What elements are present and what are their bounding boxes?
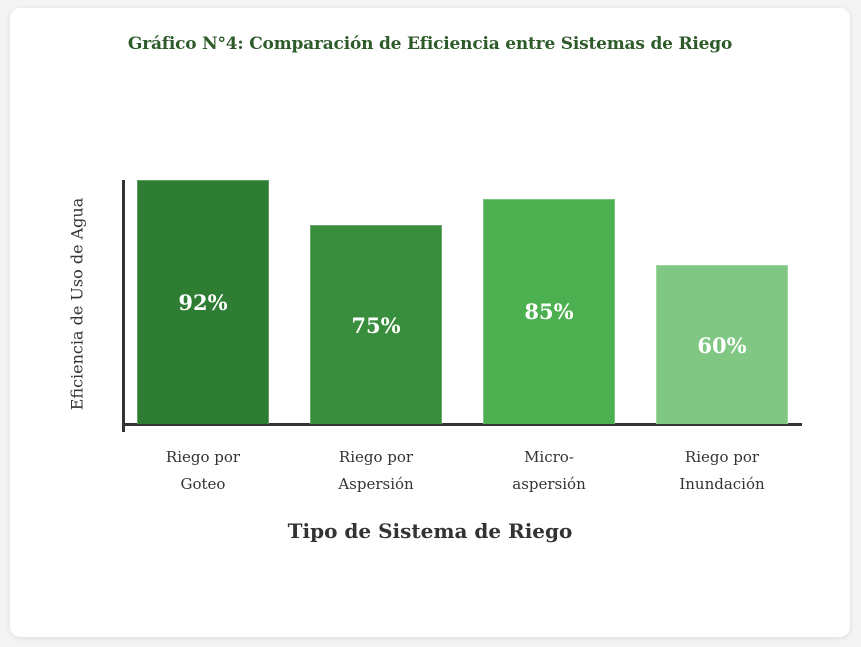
category-label-aspersion: Riego por Aspersión — [296, 444, 456, 498]
bar-inundacion: 60% — [656, 265, 788, 424]
category-label-inundacion: Riego por Inundación — [642, 444, 802, 498]
bar-value-label: 85% — [524, 299, 574, 325]
bar-value-label: 75% — [351, 312, 401, 338]
bar-aspersion: 75% — [310, 225, 442, 424]
category-line: Goteo — [180, 475, 226, 493]
x-axis-label: Tipo de Sistema de Riego — [287, 519, 573, 543]
y-axis-label: Eficiencia de Uso de Agua — [67, 197, 87, 411]
category-line: Aspersión — [338, 475, 414, 493]
chart-card: Gráfico N°4: Comparación de Eficiencia e… — [10, 8, 850, 637]
bar-value-label: 60% — [697, 332, 747, 358]
category-label-micro-aspersion: Micro- aspersión — [469, 444, 629, 498]
category-label-goteo: Riego por Goteo — [123, 444, 283, 498]
bar-goteo: 92% — [137, 180, 269, 424]
category-line: Riego por — [684, 448, 760, 466]
chart-title: Gráfico N°4: Comparación de Eficiencia e… — [127, 34, 733, 54]
bar-value-label: 92% — [178, 290, 228, 316]
category-line: aspersión — [512, 475, 586, 493]
category-line: Riego por — [165, 448, 241, 466]
bar-micro-aspersion: 85% — [483, 198, 615, 424]
category-line: Micro- — [524, 448, 574, 466]
category-line: Riego por — [338, 448, 414, 466]
x-axis-line — [122, 423, 802, 426]
category-line: Inundación — [679, 475, 765, 493]
y-axis-line — [122, 180, 125, 432]
